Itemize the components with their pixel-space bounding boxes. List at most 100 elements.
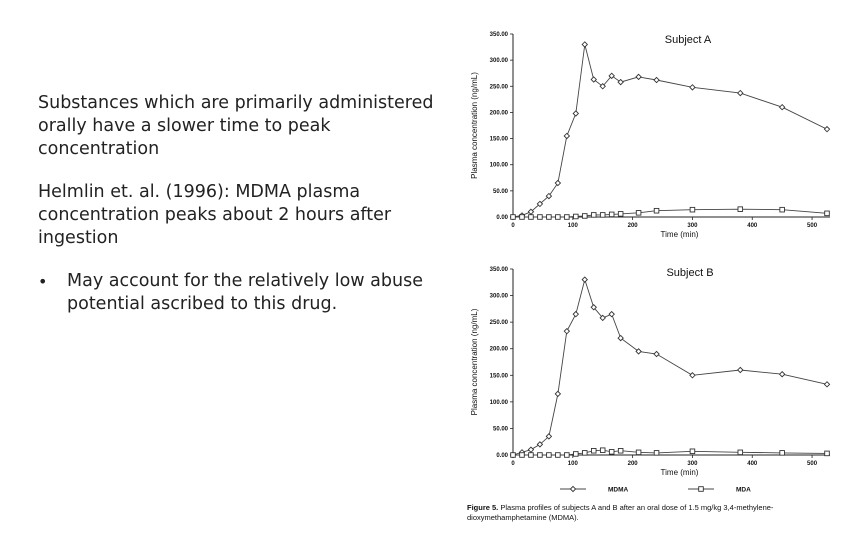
data-point-mda [510,452,516,458]
x-tick-label: 100 [568,461,579,467]
data-point-mdma [635,73,642,81]
data-point-mdma [737,366,744,374]
y-tick-label: 300.00 [490,58,509,64]
data-point-mdma [823,125,831,133]
data-point-mda [737,206,744,212]
data-point-mdma [554,179,562,187]
data-point-mdma [581,41,589,48]
legend-label-mda: MDA [736,487,751,494]
data-point-mda [537,214,543,220]
data-point-mdma [554,390,562,398]
data-point-mdma [635,348,642,355]
caption-text: Plasma profiles of subjects A and B afte… [467,503,774,522]
data-point-mdma [617,78,624,86]
data-point-mda [590,212,597,218]
x-tick-label: 300 [687,461,698,467]
y-tick-label: 350.00 [490,267,509,273]
bullet-dot: • [38,272,48,291]
y-tick-label: 0.00 [496,215,508,221]
data-point-mda [635,449,642,456]
data-point-mdma [563,327,571,335]
legend-marker-mdma [569,485,577,493]
legend-marker-mda [698,486,704,492]
data-point-mdma [599,83,606,90]
data-point-mdma [778,370,786,378]
data-point-mdma [572,110,580,117]
data-point-mdma [536,200,544,208]
data-point-mdma [581,276,589,283]
y-tick-label: 250.00 [490,84,509,90]
series-line-mdma [512,44,828,218]
data-point-mda [608,211,615,218]
data-point-mda [737,449,744,456]
data-point-mda [689,448,696,455]
data-point-mda [582,213,588,219]
x-tick-label: 500 [807,223,818,229]
data-point-mda [510,214,516,220]
chart-subject-b: 0.00 50.00 100.00 150.00 200.00 250.00 300.00 3… [470,267,831,477]
y-tick-label: 100.00 [490,163,509,169]
legend-label-mdma: MDMA [608,487,629,494]
data-point-mda [546,452,552,458]
chart-title: Subject B [666,267,713,279]
data-point-mda [573,451,579,457]
caption-label: Figure 5. [467,503,499,512]
data-point-mda [564,214,570,220]
x-tick-label: 200 [628,461,639,467]
data-point-mdma [653,350,660,358]
data-point-mda [528,214,534,220]
data-point-mda [564,452,570,458]
data-point-mda [582,450,588,456]
y-tick-label: 300.00 [490,294,509,300]
data-point-mda [519,214,525,220]
paragraph-helmlin: Helmlin et. al. (1996): MDMA plasma conc… [38,182,392,248]
data-point-mda [573,213,579,220]
x-tick-label: 400 [747,223,758,229]
data-point-mda [608,449,615,455]
slide-text-block: Substances which are primarily administe… [38,92,438,316]
data-point-mdma [608,310,615,318]
data-point-mdma [590,304,597,311]
data-point-mda [617,211,624,217]
y-tick-label: 350.00 [490,32,509,38]
data-point-mdma [608,72,615,80]
chart-legend: MDMA MDA [560,485,751,494]
x-tick-label: 100 [568,223,579,229]
data-point-mdma [545,433,553,440]
data-point-mdma [689,372,696,379]
data-point-mda [537,452,543,458]
data-point-mda [653,207,660,214]
data-point-mda [546,214,552,220]
data-point-mdma [563,132,571,140]
x-axis-label: Time (min) [661,230,699,239]
data-point-mdma [590,76,597,83]
data-point-mda [590,447,597,454]
y-tick-label: 100.00 [490,400,509,406]
y-tick-label: 150.00 [490,137,509,143]
data-point-mdma [536,441,544,448]
data-point-mdma [778,103,786,111]
data-point-mda [519,452,525,458]
y-axis-label: Plasma concentration (ng/mL) [470,308,479,415]
data-point-mdma [689,84,696,91]
data-point-mda [528,452,534,458]
data-point-mda [617,447,624,454]
bullet-item: • May account for the relatively low abu… [38,270,438,316]
paragraph-time-to-peak: Substances which are primarily administe… [38,93,434,159]
data-point-mda [824,210,830,217]
x-axis-label: Time (min) [661,468,699,477]
data-point-mdma [617,334,624,342]
y-tick-label: 200.00 [490,347,509,353]
data-point-mda [635,210,642,216]
data-point-mda [599,447,606,453]
data-point-mdma [599,314,606,322]
x-tick-label: 500 [807,461,818,467]
x-tick-label: 0 [511,223,515,229]
chart-subject-a: 0.00 50.00 100.00 150.00 200.00 250.00 300.00 3… [470,32,831,239]
x-tick-label: 0 [511,461,515,467]
y-axis-label: Plasma concentration (ng/mL) [470,72,479,179]
x-tick-label: 300 [687,223,698,229]
data-point-mdma [653,76,660,84]
data-point-mdma [572,310,580,318]
